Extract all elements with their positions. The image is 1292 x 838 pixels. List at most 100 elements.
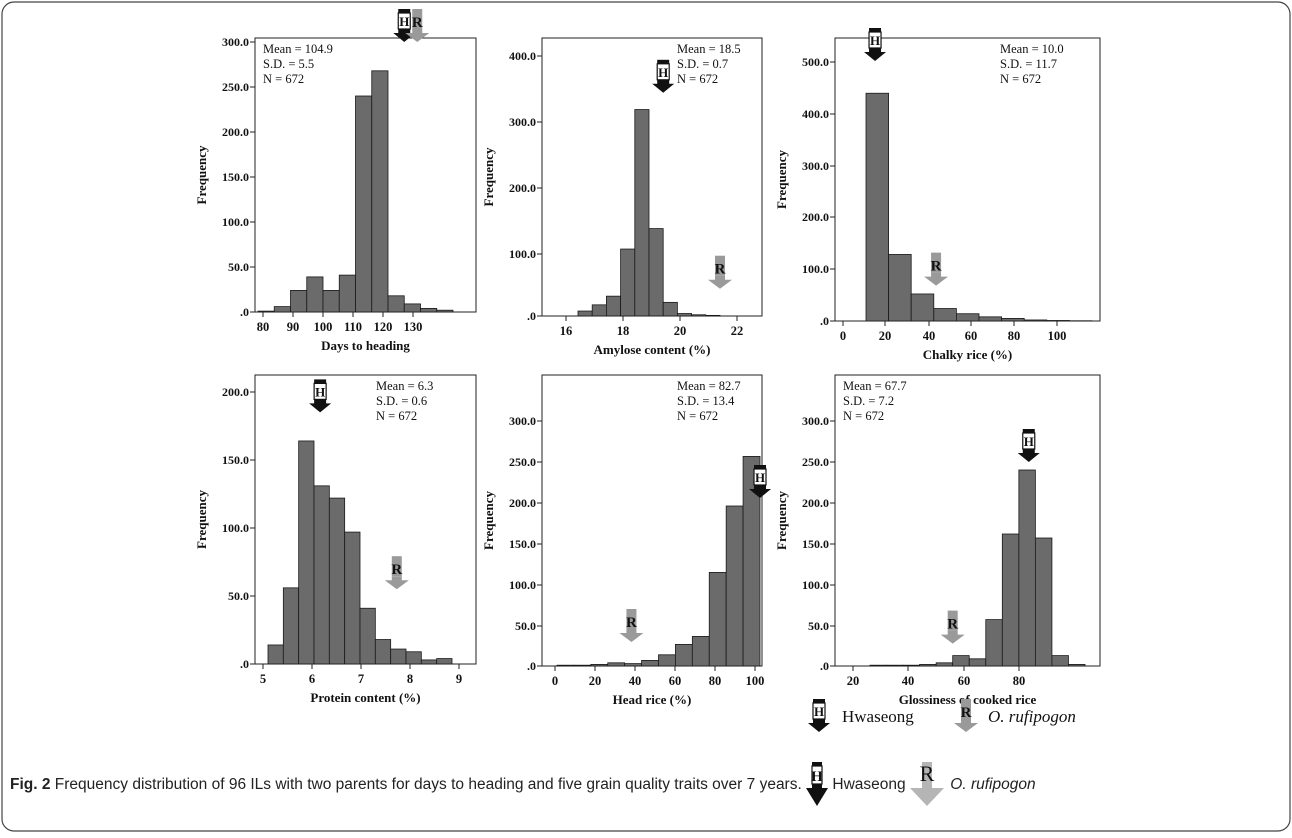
y-tick-label: 200.0 — [509, 181, 536, 195]
histogram-bar — [299, 441, 314, 664]
stat-line: S.D. = 0.7 — [677, 57, 728, 71]
stat-line: Mean = 6.3 — [376, 379, 433, 393]
svg-text:H: H — [870, 33, 880, 48]
svg-text:H: H — [315, 384, 325, 399]
legend-rufipogon-label: O. rufipogon — [988, 707, 1076, 726]
y-tick-label: 50.0 — [515, 619, 536, 633]
caption-rufipogon: O. rufipogon — [950, 776, 1035, 793]
svg-text:R: R — [920, 762, 935, 786]
stat-line: N = 672 — [1000, 72, 1041, 86]
stat-line: N = 672 — [376, 409, 417, 423]
stat-line: Mean = 10.0 — [1000, 42, 1064, 56]
x-axis-label: Days to heading — [321, 338, 410, 353]
y-tick-label: 500.0 — [802, 55, 829, 69]
histogram-bar — [1019, 470, 1036, 666]
histogram-bar — [421, 660, 436, 664]
histogram-bar — [437, 659, 452, 664]
svg-text:R: R — [931, 259, 942, 275]
y-tick-label: 200.0 — [509, 496, 536, 510]
x-tick-label: 8 — [407, 672, 413, 686]
svg-text:H: H — [814, 704, 824, 719]
x-tick-label: 0 — [840, 329, 846, 343]
x-tick-label: 22 — [731, 324, 744, 338]
histogram-bar — [1024, 320, 1047, 321]
y-tick-label: 300.0 — [222, 35, 249, 49]
histogram-bar — [677, 314, 691, 316]
histogram-bar — [934, 309, 957, 321]
histogram-bar — [591, 664, 608, 666]
x-tick-label: 16 — [560, 324, 573, 338]
y-tick-label: 200.0 — [802, 496, 829, 510]
y-tick-label: 150.0 — [222, 453, 249, 467]
histogram-bar — [372, 71, 388, 312]
histogram-bar — [557, 665, 574, 666]
hwaseong-arrow-icon: H — [806, 762, 828, 808]
x-tick-label: 120 — [374, 320, 393, 334]
histogram-bar — [608, 663, 625, 666]
histogram-bar — [887, 665, 904, 666]
x-axis-label: Amylose content (%) — [594, 342, 711, 357]
y-axis-label: Frequency — [481, 491, 496, 550]
histogram-bar — [574, 665, 591, 666]
histogram-bar — [406, 652, 421, 664]
x-axis-label: Protein content (%) — [310, 690, 420, 705]
histogram-bar — [979, 317, 1002, 321]
y-tick-label: 100.0 — [509, 578, 536, 592]
x-tick-label: 100 — [314, 320, 333, 334]
histogram-bar — [323, 290, 339, 312]
histogram-bar — [437, 310, 453, 312]
histogram-bar — [659, 655, 676, 666]
legend-hwaseong-label: Hwaseong — [842, 707, 914, 726]
stat-line: Mean = 18.5 — [677, 42, 741, 56]
y-axis-label: Frequency — [194, 145, 209, 204]
x-tick-label: 5 — [260, 672, 266, 686]
histogram-bar — [642, 660, 659, 666]
svg-text:H: H — [399, 14, 409, 29]
legend-hwaseong-arrow: H — [808, 699, 830, 732]
histogram-bar — [953, 656, 970, 666]
y-tick-label: 150.0 — [802, 537, 829, 551]
histogram-bar — [345, 532, 360, 664]
y-tick-label: 50.0 — [228, 589, 249, 603]
histogram-bar — [1052, 656, 1069, 666]
stat-line: Mean = 82.7 — [677, 379, 741, 393]
y-axis-label: Frequency — [194, 490, 209, 549]
histogram-bar — [606, 296, 620, 316]
histogram-bar — [307, 277, 323, 312]
svg-text:H: H — [1024, 434, 1034, 449]
histogram-bar — [870, 665, 887, 666]
x-tick-label: 6 — [309, 672, 315, 686]
y-tick-label: .0 — [240, 305, 249, 319]
y-tick-label: 100.0 — [509, 247, 536, 261]
x-tick-label: 0 — [552, 674, 558, 688]
y-axis-label: Frequency — [481, 147, 496, 206]
histogram-bar — [291, 290, 307, 312]
histogram-bar — [421, 308, 437, 312]
x-tick-label: 40 — [629, 674, 642, 688]
stat-line: N = 672 — [263, 72, 304, 86]
histogram-bar — [578, 311, 592, 316]
histogram-bar — [889, 254, 912, 321]
histogram-bar — [1002, 534, 1019, 666]
x-tick-label: 130 — [404, 320, 423, 334]
x-tick-label: 40 — [902, 674, 915, 688]
histogram-bar — [360, 608, 375, 664]
x-axis-label: Head rice (%) — [613, 692, 692, 707]
histogram-bar — [592, 305, 606, 316]
y-tick-label: 300.0 — [509, 115, 536, 129]
histogram-bar — [329, 498, 344, 664]
histogram-bar — [283, 588, 298, 664]
y-tick-label: 400.0 — [509, 49, 536, 63]
x-tick-label: 80 — [1008, 329, 1021, 343]
stat-line: N = 672 — [677, 409, 718, 423]
histogram-bar — [866, 93, 889, 321]
x-tick-label: 60 — [669, 674, 682, 688]
histogram-bar — [692, 315, 706, 316]
y-tick-label: .0 — [527, 309, 536, 323]
